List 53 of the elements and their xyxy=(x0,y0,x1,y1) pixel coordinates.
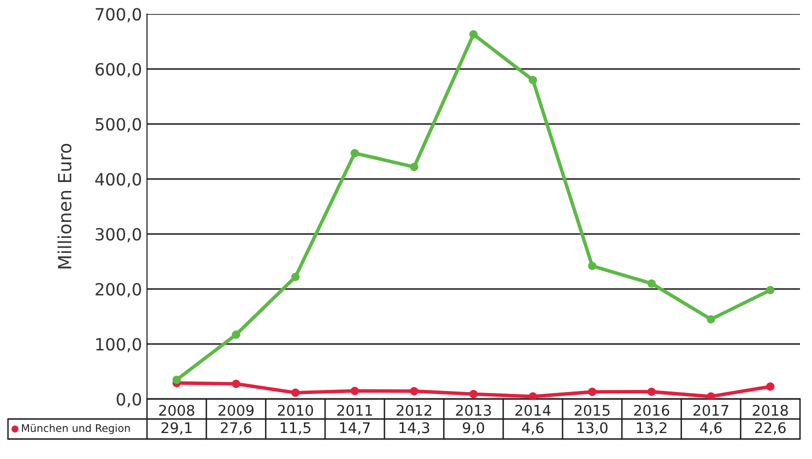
y-tick-label: 400,0 xyxy=(95,172,142,188)
point xyxy=(766,382,774,391)
x-tick-label: 2009 xyxy=(218,404,254,416)
x-tick-label: 2014 xyxy=(515,404,551,416)
y-tick-label: 200,0 xyxy=(96,282,142,298)
point xyxy=(469,390,478,398)
point xyxy=(291,388,300,397)
data-label: 4,6 xyxy=(700,422,722,435)
point xyxy=(172,376,181,384)
data-label: 14,7 xyxy=(340,422,370,435)
y-tick-label: 500,0 xyxy=(96,118,142,132)
x-tick-label: 2012 xyxy=(396,404,432,416)
x-tick-label: 2010 xyxy=(278,404,313,416)
y-tick-label: 100,0 xyxy=(96,338,142,352)
data-label: 27,6 xyxy=(220,422,252,435)
data-label: 9,0 xyxy=(462,422,484,435)
point xyxy=(350,148,359,158)
y-tick-label: 600,0 xyxy=(96,62,142,78)
data-label: 13,2 xyxy=(636,422,666,435)
data-label: 29,1 xyxy=(162,422,192,435)
x-tick-label: 2008 xyxy=(159,404,194,416)
point xyxy=(232,330,240,339)
data-label: 22,6 xyxy=(755,422,786,435)
y-tick-label: 700,0 xyxy=(96,8,142,22)
x-tick-label: 2013 xyxy=(456,404,491,416)
x-tick-label: 2011 xyxy=(337,404,372,416)
point xyxy=(528,76,538,84)
data-label: 13,0 xyxy=(578,422,608,435)
point xyxy=(706,392,716,399)
point xyxy=(706,315,716,324)
point xyxy=(410,162,418,172)
point xyxy=(588,262,596,270)
point xyxy=(350,386,359,396)
point xyxy=(291,272,300,282)
legend-label: München und Region xyxy=(22,424,130,434)
point xyxy=(528,392,538,399)
point xyxy=(232,380,240,388)
data-label: 14,3 xyxy=(400,422,430,435)
point xyxy=(766,286,774,294)
y-tick-label: 300,0 xyxy=(96,228,142,242)
data-label: 11,5 xyxy=(280,422,310,435)
x-tick-label: 2016 xyxy=(634,404,670,416)
x-tick-label: 2015 xyxy=(574,404,610,416)
point xyxy=(588,388,596,396)
x-tick-label: 2017 xyxy=(693,404,728,416)
y-tick-label: 0,0 xyxy=(116,392,142,408)
point xyxy=(647,279,656,288)
data-label: 4,6 xyxy=(522,422,544,435)
point xyxy=(647,388,656,396)
x-tick-label: 2018 xyxy=(752,404,788,416)
y-axis-title: Millionen Euro xyxy=(58,144,72,268)
point xyxy=(469,30,478,39)
point xyxy=(410,386,418,396)
